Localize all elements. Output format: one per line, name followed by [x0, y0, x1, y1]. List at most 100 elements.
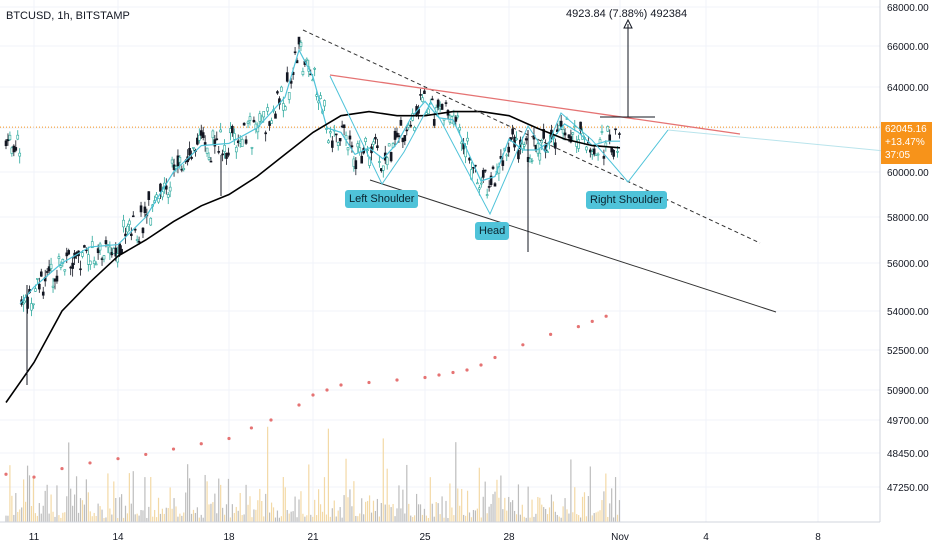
candle-body: [201, 132, 205, 138]
candle-body: [168, 186, 172, 192]
volume-bar: [605, 473, 607, 522]
sar-dot: [493, 355, 497, 360]
candle-body: [589, 149, 592, 153]
drawings: [26, 18, 906, 385]
candle-body: [487, 186, 491, 188]
volume-bar: [50, 494, 52, 522]
candle-body: [466, 137, 469, 142]
volume-bar: [245, 484, 247, 522]
sar-dot: [60, 466, 64, 471]
volume-bar: [449, 483, 451, 522]
volume-bar: [48, 513, 50, 522]
volume-bar: [54, 516, 56, 522]
candle-body: [8, 134, 12, 140]
candle-body: [346, 147, 350, 151]
volume-bar: [101, 509, 103, 522]
volume-bar: [474, 510, 476, 522]
bar-countdown: 37:05: [885, 150, 911, 161]
volume-bar: [72, 505, 74, 522]
candle-body: [219, 129, 222, 133]
candle-body: [606, 126, 610, 132]
candle-body: [223, 145, 226, 152]
candle-body: [444, 102, 448, 104]
volume-bar: [109, 508, 111, 522]
volume-bar: [601, 500, 603, 522]
volume-bar: [175, 506, 177, 522]
candle-body: [4, 140, 8, 147]
volume-bar: [198, 517, 200, 522]
volume-bar: [380, 502, 382, 522]
volume-bar: [75, 476, 78, 522]
volume-bar: [537, 496, 539, 522]
candle-body: [289, 80, 293, 84]
parabolic-sar-series: [4, 314, 608, 479]
candle-body: [616, 150, 619, 153]
candle-body: [427, 108, 430, 114]
volume-bar: [52, 511, 54, 522]
candle-body: [476, 182, 479, 185]
volume-bar: [562, 506, 564, 522]
volume-bar: [11, 495, 13, 522]
volume-bar: [548, 507, 551, 522]
candle-body: [405, 129, 409, 132]
candle-body: [207, 156, 211, 160]
volume-bar: [89, 511, 91, 522]
candle-body: [350, 145, 354, 148]
volume-bar: [210, 503, 212, 522]
candle-body: [87, 254, 90, 265]
candle-body: [364, 137, 367, 143]
volume-bar: [225, 504, 228, 522]
candle-body: [432, 119, 436, 126]
candle-body: [217, 151, 221, 153]
candle-body: [485, 194, 489, 196]
volume-bar: [521, 504, 523, 522]
volume-bar: [167, 508, 169, 522]
volume-bar: [237, 510, 239, 522]
neckline-resistance: [329, 74, 741, 135]
volume-bar: [408, 503, 410, 522]
candle-body: [49, 263, 53, 269]
volume-bar: [124, 505, 127, 522]
volume-bar: [146, 517, 148, 522]
volume-bar: [36, 515, 38, 522]
volume-bar: [329, 516, 331, 522]
time-scale[interactable]: 11 14 18 21 25 28 Nov 4 8: [0, 521, 880, 543]
candle-body: [602, 156, 606, 159]
candle-body: [440, 104, 444, 110]
volume-bar: [263, 516, 265, 522]
volume-bar: [443, 517, 445, 522]
price-scale[interactable]: 68000.0066000.0064000.0062000.0060000.00…: [879, 0, 929, 522]
volume-bar: [482, 496, 484, 522]
sar-dot: [604, 314, 608, 318]
volume-bar: [463, 514, 465, 522]
volume-bar: [132, 471, 134, 522]
candle-body: [319, 95, 322, 99]
volume-bar: [406, 464, 408, 522]
volume-bar: [38, 503, 40, 522]
candle-body: [51, 285, 55, 288]
sar-dot: [297, 403, 301, 407]
candle-body: [174, 166, 178, 169]
volume-bar: [535, 513, 537, 522]
volume-bar: [539, 497, 541, 522]
volume-bar: [618, 500, 621, 522]
candle-body: [39, 271, 43, 277]
volume-bar: [465, 515, 467, 522]
volume-bar: [188, 478, 191, 522]
volume-bar: [603, 491, 605, 522]
volume-bar: [42, 505, 44, 522]
candle-body: [122, 219, 125, 228]
volume-bar: [374, 511, 377, 522]
candle-body: [596, 153, 600, 156]
candle-body: [147, 191, 151, 200]
volume-bar: [455, 442, 457, 522]
volume-bar: [437, 503, 439, 522]
volume-bar: [13, 514, 15, 522]
candle-body: [143, 206, 147, 214]
volume-bar: [105, 517, 107, 522]
candle-body: [483, 169, 487, 172]
volume-bar: [200, 514, 202, 522]
volume-bar: [220, 484, 222, 522]
